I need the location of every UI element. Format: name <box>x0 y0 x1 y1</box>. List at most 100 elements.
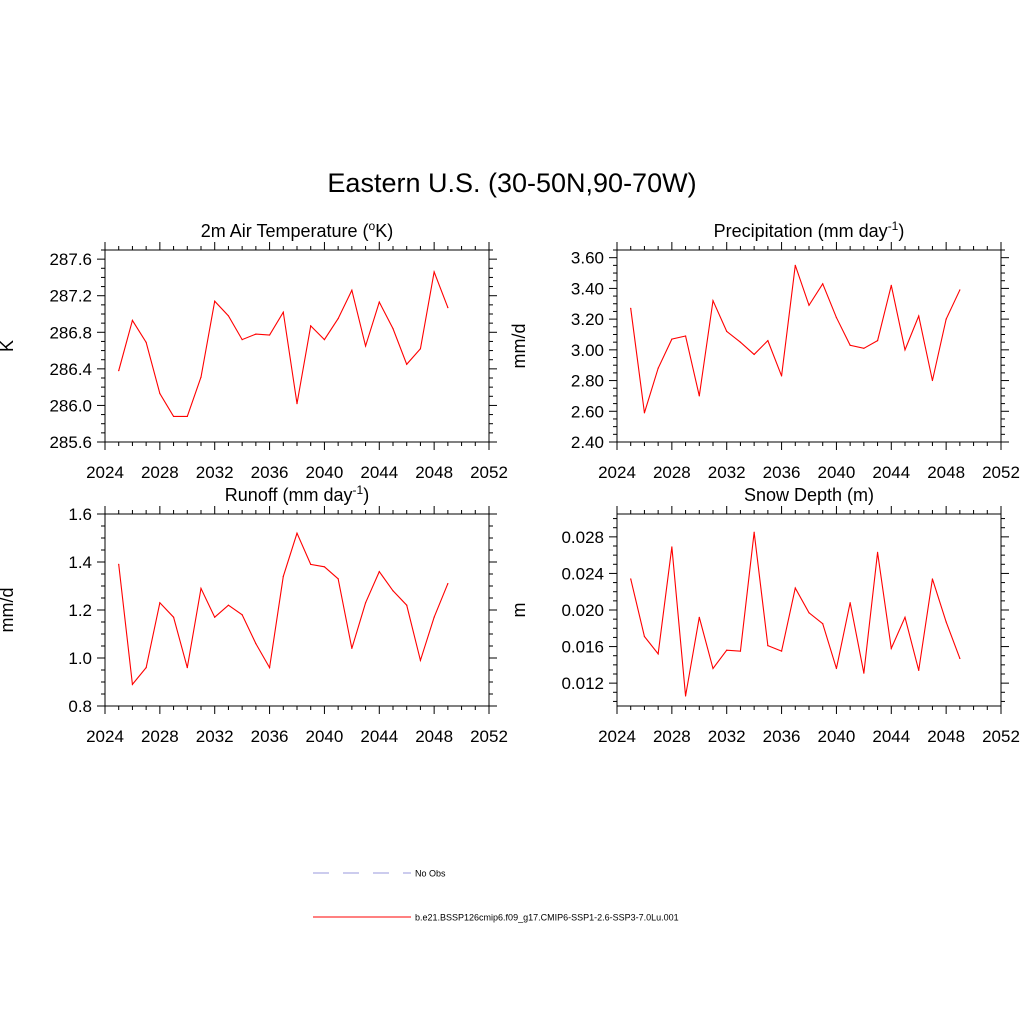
data-point <box>282 311 284 313</box>
y-tick-label: 0.8 <box>68 697 92 716</box>
x-tick-label: 2032 <box>196 463 234 482</box>
data-point <box>876 340 879 342</box>
data-point <box>767 645 769 647</box>
y-tick-label: 0.028 <box>561 528 604 547</box>
panel-2: 2024 2028 2032 2036 2040 2044 2048 2052 2.40 2.60… <box>509 219 1020 482</box>
data-point <box>351 289 353 291</box>
panel-3: 2024 2028 2032 2036 2040 2044 2048 2052 0.8 1.0 1.… <box>0 483 508 746</box>
data-point <box>726 649 728 651</box>
legend-entry: No Obs <box>313 869 446 879</box>
data-point <box>890 284 892 286</box>
y-tick-label: 2.80 <box>571 372 604 391</box>
y-tick-label: 0.024 <box>561 564 604 583</box>
legend-label: No Obs <box>415 869 446 879</box>
y-tick-label: 0.012 <box>561 674 604 693</box>
data-point <box>684 335 687 337</box>
series-line <box>118 531 449 686</box>
data-point <box>643 412 646 414</box>
data-point <box>671 546 673 548</box>
data-point <box>835 667 838 670</box>
data-point <box>808 304 810 306</box>
series-points <box>118 271 449 417</box>
x-tick-label: 2024 <box>598 463 636 482</box>
data-point <box>712 667 714 670</box>
data-point <box>241 339 243 341</box>
axis-ticks <box>97 242 497 450</box>
data-point <box>419 348 422 350</box>
y-tick-label: 0.020 <box>561 601 604 620</box>
data-point <box>131 683 134 686</box>
series-line <box>118 269 449 417</box>
x-tick-label: 2040 <box>818 463 856 482</box>
plot-frame <box>104 513 490 707</box>
data-point <box>959 289 961 291</box>
x-tick-label: 2032 <box>708 463 746 482</box>
data-point <box>392 328 394 330</box>
y-tick-label: 1.6 <box>68 505 92 524</box>
y-axis-label: K <box>0 340 17 352</box>
data-point <box>959 657 961 660</box>
data-point <box>822 283 824 285</box>
data-point <box>698 395 700 397</box>
x-tick-label: 2036 <box>251 727 289 746</box>
data-point <box>378 571 380 573</box>
y-tick-label: 287.2 <box>49 287 92 306</box>
data-point <box>684 695 687 697</box>
data-point <box>863 347 865 349</box>
data-point <box>918 315 920 317</box>
data-point <box>433 616 435 618</box>
plot-frame <box>104 249 490 443</box>
data-point <box>643 635 646 638</box>
y-tick-label: 0.016 <box>561 638 604 657</box>
panel-4: 2024 2028 2032 2036 2040 2044 2048 2052 0.012 0.0… <box>509 485 1020 746</box>
y-tick-label: 3.00 <box>571 341 604 360</box>
figure-title: Eastern U.S. (30-50N,90-70W) <box>327 168 697 198</box>
data-point <box>753 353 755 356</box>
axis-ticks <box>609 506 1009 714</box>
x-tick-label: 2036 <box>763 463 801 482</box>
y-tick-label: 1.0 <box>68 649 92 668</box>
y-tick-label: 286.4 <box>49 360 92 379</box>
data-point <box>378 301 380 303</box>
data-point <box>186 667 188 669</box>
data-point <box>145 667 147 669</box>
data-point <box>931 379 934 382</box>
data-point <box>671 338 673 340</box>
data-point <box>200 587 202 590</box>
data-point <box>904 616 906 618</box>
data-point <box>767 340 769 342</box>
series-line <box>630 532 961 697</box>
data-point <box>780 650 783 652</box>
y-tick-label: 3.60 <box>571 249 604 268</box>
data-point <box>282 575 284 578</box>
data-point <box>433 271 435 273</box>
data-point <box>241 614 243 616</box>
y-tick-label: 285.6 <box>49 433 92 452</box>
data-point <box>296 403 298 405</box>
y-tick-label: 2.40 <box>571 433 604 452</box>
panel-title: 2m Air Temperature (oK) <box>201 219 393 241</box>
data-point <box>131 319 134 321</box>
data-point <box>739 341 742 343</box>
y-tick-label: 3.20 <box>571 310 604 329</box>
data-point <box>337 317 339 320</box>
data-point <box>310 325 312 327</box>
series-points <box>630 264 961 414</box>
axis-ticks <box>609 242 1009 450</box>
x-tick-label: 2036 <box>763 727 801 746</box>
x-tick-label: 2052 <box>470 727 508 746</box>
data-point <box>296 532 298 534</box>
x-tick-label: 2052 <box>470 463 508 482</box>
data-point <box>406 604 408 606</box>
x-tick-label: 2040 <box>306 727 344 746</box>
data-point <box>364 345 367 347</box>
data-point <box>890 647 892 650</box>
y-tick-label: 1.2 <box>68 601 92 620</box>
data-point <box>268 667 271 669</box>
data-point <box>145 341 147 343</box>
data-point <box>118 563 120 566</box>
y-tick-label: 286.0 <box>49 396 92 415</box>
data-point <box>186 415 188 417</box>
x-tick-label: 2024 <box>598 727 636 746</box>
data-point <box>392 590 394 592</box>
